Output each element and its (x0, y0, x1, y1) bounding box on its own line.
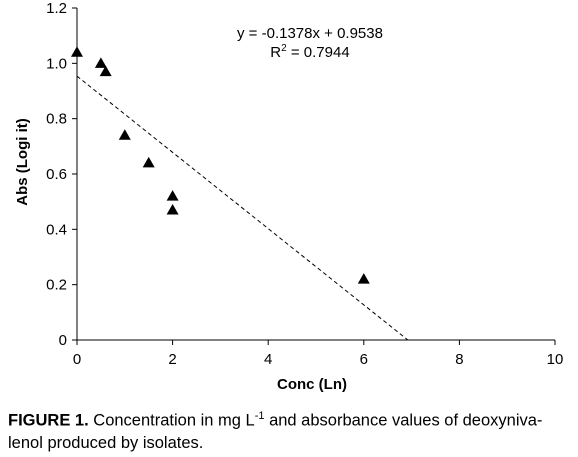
data-point-triangle (71, 46, 83, 57)
y-tick-label: 1.2 (46, 0, 67, 17)
y-axis-ticks: 0 0.2 0.4 0.6 0.8 1.0 1.2 (46, 0, 77, 349)
data-point-triangle (99, 65, 112, 77)
x-tick-label: 0 (73, 351, 81, 368)
y-tick-label: 1.0 (46, 55, 67, 72)
data-point-triangle (94, 57, 107, 68)
x-tick-label: 10 (547, 351, 564, 368)
x-tick-label: 8 (455, 351, 463, 368)
scatter-chart: 0 0.2 0.4 0.6 0.8 1.0 1.2 0 2 4 6 8 10 y = -0.1378x… (14, 0, 564, 393)
trendline (76, 75, 409, 341)
data-point-triangle (166, 203, 179, 215)
data-point-triangle (166, 190, 179, 201)
x-tick-label: 2 (168, 351, 176, 368)
x-tick-label: 4 (264, 351, 272, 368)
x-tick-label: 6 (360, 351, 368, 368)
y-tick-label: 0 (59, 332, 67, 349)
figure-label: FIGURE 1. (8, 411, 89, 430)
y-tick-label: 0.2 (46, 277, 67, 294)
caption-text: Concentration in mg L (88, 411, 255, 430)
x-axis-title: Conc (Ln) (277, 376, 347, 393)
data-point-triangle (357, 273, 370, 284)
figure-caption: FIGURE 1. Concentration in mg L-1 and ab… (8, 405, 573, 454)
data-points (71, 46, 370, 284)
trendline-equation: y = -0.1378x + 0.9538 (237, 25, 383, 42)
x-axis-ticks: 0 2 4 6 8 10 (73, 340, 564, 368)
caption-superscript: -1 (254, 410, 265, 422)
y-tick-label: 0.4 (46, 221, 67, 238)
y-tick-label: 0.8 (46, 111, 67, 128)
caption-text-rest: and absorbance values of deoxyniva-lenol… (8, 411, 543, 452)
data-point-triangle (142, 156, 155, 168)
y-tick-label: 0.6 (46, 166, 67, 183)
data-point-triangle (118, 129, 131, 140)
y-axis-title: Abs (Logi it) (14, 118, 31, 205)
r-squared-label: R2 = 0.7944 (270, 43, 349, 61)
